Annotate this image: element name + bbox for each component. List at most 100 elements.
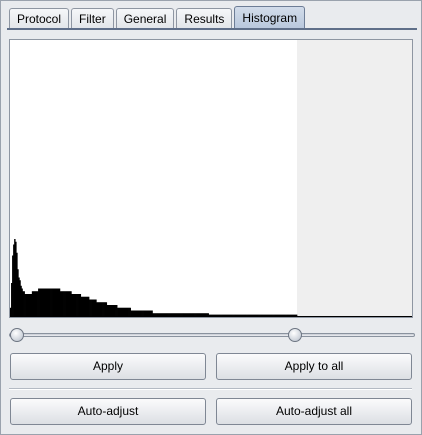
histogram-bar <box>100 302 102 316</box>
histogram-bar <box>146 310 148 316</box>
histogram-bar <box>203 313 205 316</box>
histogram-bar <box>242 314 245 317</box>
histogram-bar <box>253 314 255 317</box>
histogram-bar <box>157 313 160 316</box>
slider-high-thumb[interactable] <box>288 328 303 342</box>
tab-protocol[interactable]: Protocol <box>9 8 70 29</box>
histogram-bar <box>197 313 199 316</box>
histogram-bar <box>126 307 128 316</box>
histogram-bar <box>181 313 183 316</box>
histogram-bar <box>273 314 275 317</box>
histogram-bar <box>212 314 215 317</box>
histogram-bar <box>67 291 69 316</box>
histogram-bar <box>19 280 21 316</box>
histogram-bar <box>153 313 155 316</box>
histogram-bar <box>39 288 41 316</box>
histogram-bar <box>238 314 241 317</box>
histogram-bar <box>90 299 92 316</box>
histogram-bar <box>61 291 64 316</box>
histogram-bar <box>51 288 53 316</box>
histogram-bar <box>286 314 288 317</box>
histogram-bar <box>115 305 117 316</box>
histogram-bar <box>231 314 233 317</box>
histogram-bar <box>245 314 247 317</box>
histogram-bar <box>72 294 74 316</box>
histogram-bar <box>128 307 130 316</box>
histogram-bar <box>29 294 32 316</box>
histogram-bar <box>174 313 176 316</box>
histogram-bar <box>105 302 108 316</box>
histogram-bar <box>13 244 15 316</box>
histogram-bar <box>134 310 137 316</box>
histogram-bar <box>191 313 194 316</box>
histogram-bar <box>293 314 296 317</box>
slider-track[interactable] <box>9 333 415 337</box>
histogram-bar <box>177 313 179 316</box>
histogram-bar <box>211 314 214 317</box>
histogram-bar <box>83 296 86 316</box>
histogram-bar <box>136 310 139 316</box>
histogram-bar <box>228 314 230 317</box>
histogram-bar <box>103 302 105 316</box>
histogram-bar <box>63 291 65 316</box>
histogram-bar <box>243 314 246 317</box>
histogram-bar <box>138 310 141 316</box>
histogram-bar <box>16 252 18 316</box>
histogram-bar <box>17 269 19 316</box>
histogram-bar <box>49 288 51 316</box>
histogram-bar <box>95 299 97 316</box>
histogram-bar <box>161 313 164 316</box>
apply-button[interactable]: Apply <box>10 353 206 380</box>
tab-histogram[interactable]: Histogram <box>234 6 306 29</box>
histogram-bar <box>40 288 42 316</box>
histogram-bar <box>25 294 27 316</box>
histogram-bar <box>165 313 168 316</box>
tab-filter[interactable]: Filter <box>71 8 114 29</box>
histogram-bar <box>210 314 213 317</box>
histogram-bar <box>106 305 109 316</box>
histogram-bar <box>189 313 192 316</box>
histogram-bar <box>96 302 98 316</box>
range-slider[interactable] <box>9 325 415 345</box>
histogram-bar <box>135 310 138 316</box>
excluded-range-region <box>297 40 412 317</box>
slider-low-thumb[interactable] <box>10 328 24 342</box>
auto-adjust-all-button[interactable]: Auto-adjust all <box>216 398 412 425</box>
histogram-bar <box>284 314 286 317</box>
histogram-bar <box>30 294 33 316</box>
auto-adjust-button[interactable]: Auto-adjust <box>10 398 206 425</box>
histogram-bar <box>215 314 218 317</box>
histogram-bar <box>129 307 131 316</box>
histogram-bar <box>171 313 173 316</box>
histogram-bar <box>149 310 151 316</box>
histogram-bar <box>28 294 31 316</box>
histogram-bar <box>283 314 285 317</box>
histogram-bar <box>10 307 12 316</box>
histogram-bar <box>32 291 35 316</box>
histogram-bar <box>241 314 244 317</box>
histogram-bar <box>151 310 153 316</box>
histogram-bar <box>97 302 99 316</box>
histogram-bar <box>147 310 149 316</box>
tab-results[interactable]: Results <box>176 8 233 29</box>
histogram-bar <box>79 294 82 316</box>
tab-general[interactable]: General <box>115 8 175 29</box>
histogram-bar <box>82 296 85 316</box>
apply-to-all-button[interactable]: Apply to all <box>216 353 412 380</box>
histogram-bar <box>112 305 115 316</box>
histogram-bar <box>200 313 202 316</box>
histogram-bar <box>232 314 234 317</box>
histogram-bar <box>258 314 260 317</box>
histogram-bar <box>248 314 250 317</box>
histogram-bar <box>131 310 134 316</box>
histogram-bar <box>194 313 196 316</box>
histogram-bar <box>206 313 208 316</box>
histogram-bar <box>172 313 174 316</box>
histogram-bar <box>221 314 223 317</box>
histogram-bar <box>123 307 125 316</box>
histogram-bar <box>268 314 271 317</box>
histogram-bar <box>139 310 142 316</box>
histogram-bar <box>71 294 73 316</box>
histogram-bar <box>164 313 167 316</box>
